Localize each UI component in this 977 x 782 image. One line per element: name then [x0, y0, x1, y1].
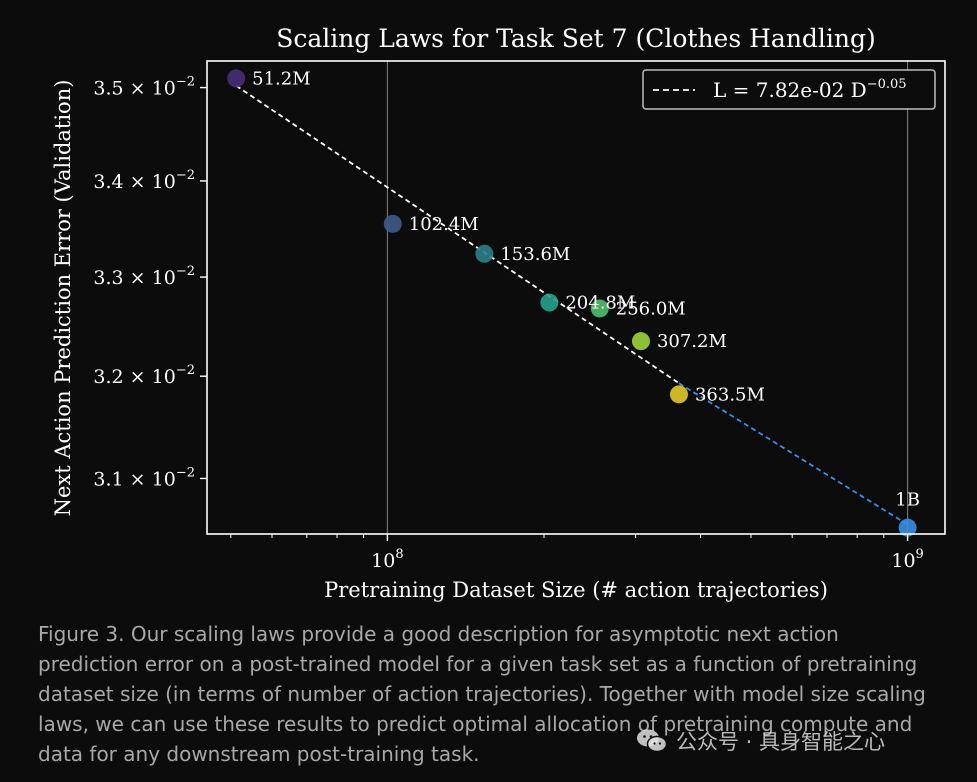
y-tick-exponent: −2 — [176, 75, 195, 90]
x-axis-label: Pretraining Dataset Size (# action traje… — [324, 578, 828, 602]
y-tick-label: 3.4 × 10−2 — [93, 168, 195, 193]
data-point — [631, 332, 650, 351]
point-label: 1B — [895, 490, 920, 511]
data-point — [540, 293, 559, 312]
data-point — [669, 385, 688, 404]
data-point — [590, 299, 609, 318]
data-point — [383, 214, 402, 233]
fit-lines — [235, 84, 909, 526]
y-tick-exponent: −2 — [176, 465, 195, 480]
y-tick-mantissa: 3.4 × 10 — [93, 171, 175, 193]
wechat-icon — [637, 729, 668, 753]
fit-line — [235, 84, 680, 385]
point-label: 51.2M — [252, 68, 311, 89]
point-label: 153.6M — [500, 244, 570, 265]
gridlines — [386, 61, 909, 534]
data-point — [898, 518, 917, 537]
x-tick-label: 108 — [371, 547, 403, 572]
legend-entry-text: L = 7.82e-02 D — [713, 78, 867, 102]
x-tick-exponent: 8 — [395, 547, 403, 562]
y-axis-label: Next Action Prediction Error (Validation… — [51, 80, 75, 517]
y-tick-exponent: −2 — [176, 168, 195, 183]
y-tick-exponent: −2 — [176, 264, 195, 279]
scaling-law-chart: Scaling Laws for Task Set 7 (Clothes Han… — [51, 24, 946, 602]
y-tick-mantissa: 3.2 × 10 — [93, 366, 175, 388]
y-tick-label: 3.3 × 10−2 — [93, 264, 195, 289]
watermark-text: 公众号 · 具身智能之心 — [676, 730, 886, 754]
y-tick-label: 3.1 × 10−2 — [93, 465, 195, 490]
x-axis-ticks: 108 109 — [230, 534, 924, 572]
watermark: 公众号 · 具身智能之心 — [636, 726, 885, 756]
point-label: 363.5M — [695, 384, 765, 405]
chart-title: Scaling Laws for Task Set 7 (Clothes Han… — [276, 24, 876, 53]
data-points — [227, 69, 917, 537]
extrapolation-line — [678, 382, 909, 526]
point-label: 204.8M — [565, 293, 635, 314]
y-tick-label: 3.5 × 10−2 — [93, 75, 195, 100]
y-tick-mantissa: 3.3 × 10 — [93, 267, 175, 289]
y-axis-ticks: 3.5 × 10−23.4 × 10−23.3 × 10−23.2 × 10−2… — [93, 75, 207, 490]
point-label: 307.2M — [657, 331, 727, 352]
figure-caption: Figure 3. Our scaling laws provide a goo… — [38, 622, 926, 766]
legend-entry-exponent: −0.05 — [867, 77, 907, 92]
data-point — [227, 69, 246, 88]
x-tick-base: 10 — [891, 550, 915, 572]
y-tick-mantissa: 3.1 × 10 — [93, 468, 175, 490]
x-tick-label: 109 — [891, 547, 923, 572]
legend: L = 7.82e-02 D−0.05 — [642, 69, 936, 110]
point-label: 102.4M — [409, 214, 479, 235]
x-tick-base: 10 — [371, 550, 395, 572]
y-tick-label: 3.2 × 10−2 — [93, 363, 195, 388]
legend-box — [642, 69, 936, 110]
data-point — [475, 244, 494, 263]
point-label: 256.0M — [616, 298, 686, 319]
y-tick-exponent: −2 — [176, 363, 195, 378]
plot-frame — [206, 60, 946, 535]
y-tick-mantissa: 3.5 × 10 — [93, 78, 175, 100]
legend-entry: L = 7.82e-02 D−0.05 — [713, 77, 907, 102]
x-tick-exponent: 9 — [916, 547, 924, 562]
